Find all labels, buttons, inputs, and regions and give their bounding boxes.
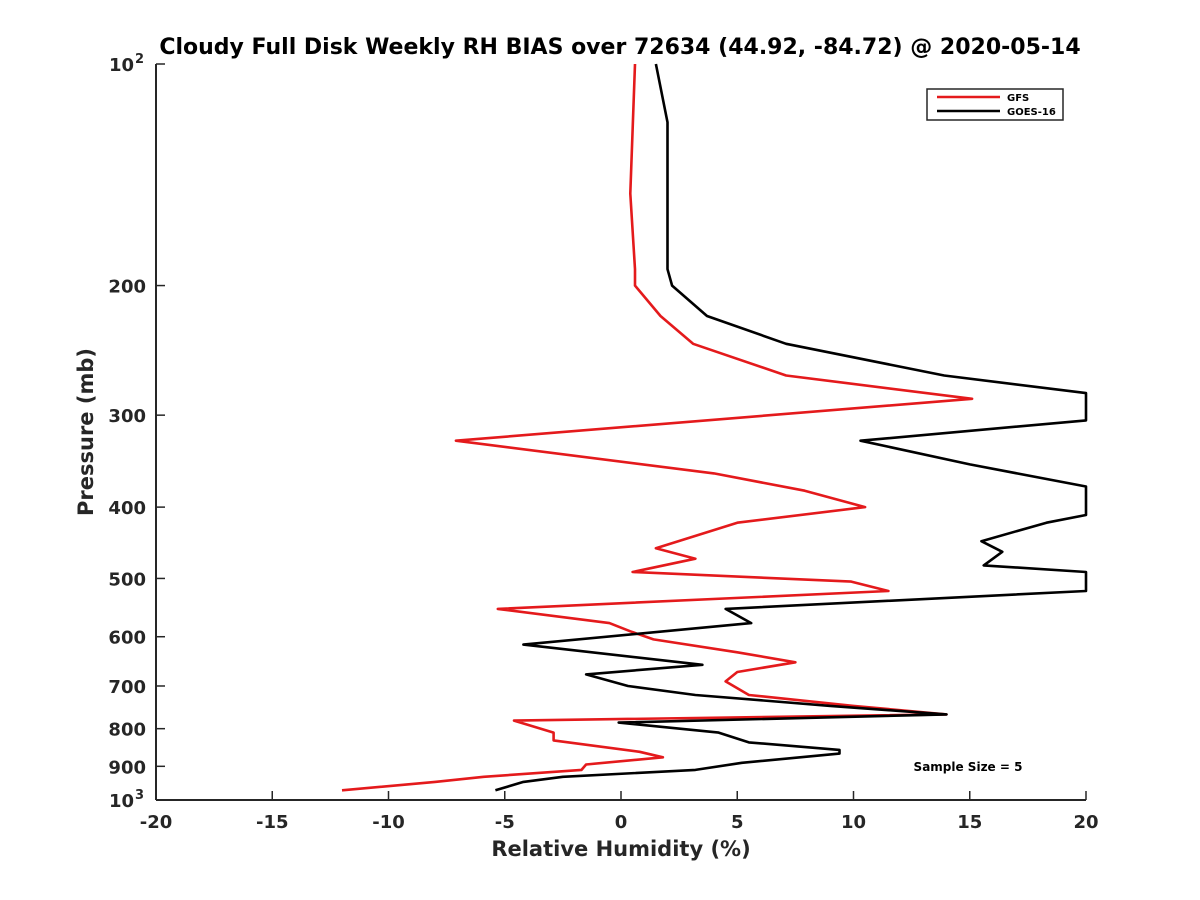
y-tick-label: 200 bbox=[108, 277, 146, 298]
y-axis-label: Pressure (mb) bbox=[74, 348, 98, 516]
y-tick-label: 900 bbox=[108, 757, 146, 778]
series-line-goes-16 bbox=[495, 63, 1088, 792]
x-tick-label: 20 bbox=[1073, 812, 1098, 833]
y-tick-label: 10 bbox=[109, 791, 134, 812]
y-tick-label: 500 bbox=[108, 569, 146, 590]
x-axis-label: Relative Humidity (%) bbox=[491, 837, 750, 861]
x-tick-label: -20 bbox=[140, 812, 173, 833]
y-tick-exponent: 2 bbox=[135, 52, 144, 67]
x-tick-label: 15 bbox=[957, 812, 982, 833]
x-tick-label: 0 bbox=[615, 812, 628, 833]
legend-gfs-label: GFS bbox=[1007, 93, 1029, 104]
y-tick-label: 300 bbox=[108, 406, 146, 427]
plot-area: -20 -15 -10 -5 0 5 10 15 20 10 220030040050060070… bbox=[108, 52, 1098, 833]
legend: GFS GOES-16 bbox=[926, 88, 1064, 121]
y-tick-label: 10 bbox=[109, 55, 134, 76]
x-tick-label: -5 bbox=[495, 812, 515, 833]
chart-title: Cloudy Full Disk Weekly RH BIAS over 726… bbox=[159, 35, 1080, 60]
y-tick-label: 600 bbox=[108, 628, 146, 649]
x-tick-label: -15 bbox=[256, 812, 289, 833]
legend-box bbox=[926, 88, 1064, 121]
series-layer bbox=[341, 63, 1088, 792]
x-tick-label: 10 bbox=[841, 812, 866, 833]
y-tick-exponent: 3 bbox=[135, 788, 144, 803]
y-tick-label: 700 bbox=[108, 677, 146, 698]
x-tick-label: -10 bbox=[372, 812, 405, 833]
legend-goes16-label: GOES-16 bbox=[1007, 107, 1056, 118]
y-tick-label: 400 bbox=[108, 498, 146, 519]
x-tick-label: 5 bbox=[731, 812, 744, 833]
sample-size-annotation: Sample Size = 5 bbox=[914, 760, 1023, 774]
x-axis-ticks: -20 -15 -10 -5 0 5 10 15 20 bbox=[140, 791, 1099, 833]
y-tick-label: 800 bbox=[108, 720, 146, 741]
series-line-gfs bbox=[341, 63, 974, 792]
